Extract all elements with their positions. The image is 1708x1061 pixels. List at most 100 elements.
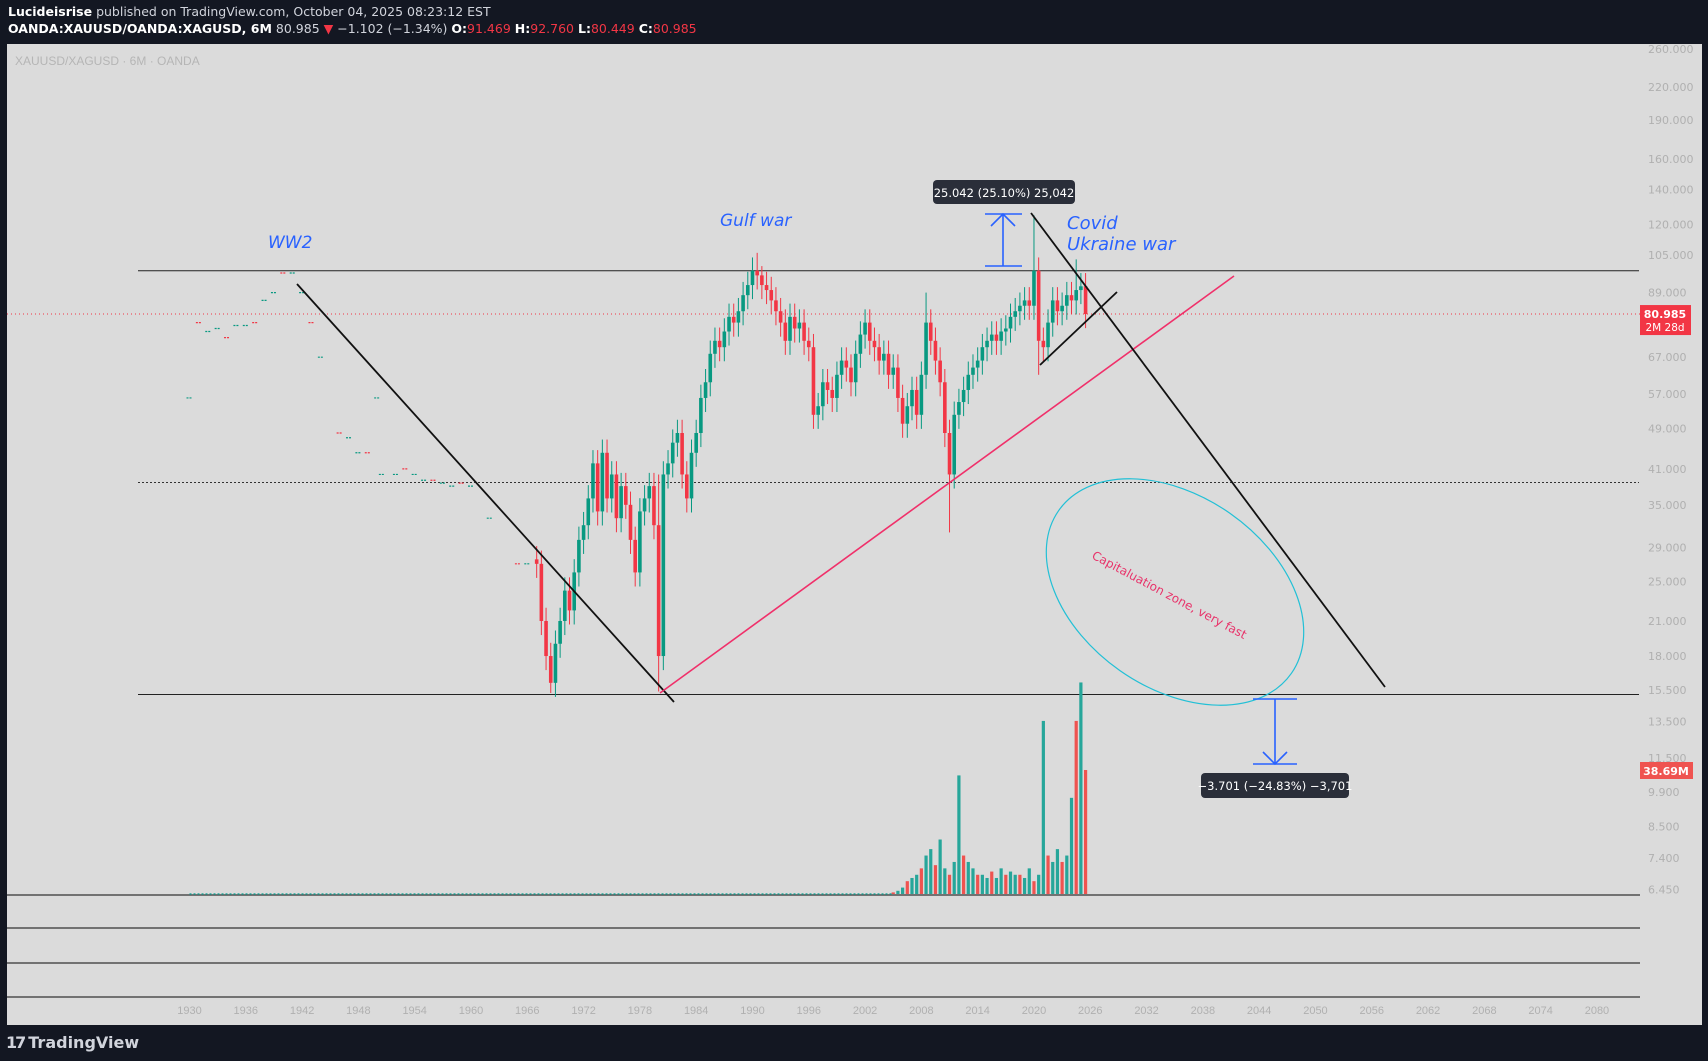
candle-body: [628, 504, 633, 540]
candle-body: [985, 340, 989, 348]
x-tick-label: 2038: [1191, 1005, 1215, 1017]
x-tick-label: 2002: [853, 1005, 877, 1017]
volume-bar: [961, 855, 966, 894]
candle-body: [825, 382, 830, 390]
candle-body: [548, 656, 553, 683]
volume-bar: [966, 861, 970, 894]
candle-body: [966, 374, 971, 390]
y-tick-label: 260.000: [1648, 43, 1694, 56]
x-tick-label: 1942: [290, 1005, 314, 1017]
candle-body: [624, 486, 628, 505]
candle-body: [741, 295, 745, 312]
candle-body: [1050, 300, 1055, 323]
candle-body: [802, 322, 806, 341]
volume-bar: [1027, 868, 1031, 894]
candle-body: [591, 463, 595, 499]
measure-up-label: 25.042 (25.10%) 25,042: [934, 186, 1075, 200]
candle-body: [778, 311, 783, 323]
candle-body: [891, 367, 896, 375]
volume-bar: [1046, 855, 1050, 894]
tradingview-logo[interactable]: 17 TradingView: [6, 1033, 139, 1052]
candle-body: [792, 316, 797, 329]
candle-body: [539, 563, 544, 621]
candle-body: [605, 452, 609, 499]
volume-bar: [905, 881, 909, 894]
candle-body: [1027, 300, 1032, 306]
candle-body: [910, 389, 914, 407]
candle-body: [750, 270, 755, 286]
x-tick-label: 2008: [909, 1005, 933, 1017]
price-axis[interactable]: [1640, 44, 1702, 1025]
candle-body: [863, 322, 867, 335]
author-name[interactable]: Lucideisrise: [8, 4, 93, 19]
candle-body: [689, 452, 694, 499]
low-value: 80.449: [590, 21, 635, 36]
y-tick-label: 9.900: [1648, 786, 1680, 799]
volume-bar: [980, 874, 984, 894]
volume-bar: [1051, 861, 1055, 894]
candle-body: [788, 316, 792, 341]
x-tick-label: 1960: [459, 1005, 483, 1017]
candle-body: [652, 486, 656, 526]
volume-bar: [1041, 720, 1045, 894]
candle-body: [1079, 286, 1083, 291]
candle-body: [633, 539, 637, 573]
candle-body: [586, 498, 591, 526]
candle-body: [1060, 305, 1064, 312]
candle-body: [1018, 305, 1022, 312]
y-tick-label: 105.000: [1648, 249, 1694, 262]
candle-body: [957, 402, 961, 415]
candle-body: [1013, 311, 1018, 317]
volume-bar: [976, 874, 980, 894]
publish-info: Lucideisrise published on TradingView.co…: [8, 4, 491, 19]
candle-body: [919, 374, 924, 415]
candle-body: [666, 463, 670, 475]
candle-body: [558, 620, 562, 644]
x-tick-label: 1972: [571, 1005, 595, 1017]
candle-body: [839, 360, 844, 375]
candle-body: [1032, 270, 1036, 306]
volume-bar: [1055, 849, 1060, 894]
tv-logo-icon: 17: [6, 1033, 26, 1052]
y-tick-label: 35.000: [1648, 499, 1687, 512]
candle-body: [924, 322, 928, 375]
volume-bar: [1018, 874, 1022, 894]
x-tick-label: 2020: [1022, 1005, 1046, 1017]
volume-bar: [999, 868, 1003, 894]
volume-bar: [915, 874, 919, 894]
candle-body: [774, 300, 778, 312]
candle-body: [694, 432, 698, 453]
trendline-ww2-down: [296, 283, 675, 703]
x-tick-label: 2056: [1360, 1005, 1384, 1017]
candle-body: [835, 374, 839, 398]
candle-body: [755, 270, 759, 276]
candle-body: [731, 316, 736, 323]
volume-bar: [910, 877, 914, 894]
x-tick-label: 2062: [1416, 1005, 1440, 1017]
candle-body: [943, 382, 947, 433]
y-tick-label: 140.000: [1648, 184, 1694, 197]
candle-body: [684, 474, 689, 499]
volume-bar: [933, 865, 938, 894]
volume-bar: [947, 874, 952, 894]
candle-body: [830, 389, 835, 398]
volume-bar: [990, 871, 994, 894]
candle-body: [806, 340, 811, 348]
brand-name: TradingView: [28, 1033, 140, 1052]
candle-body: [769, 290, 774, 301]
label-ukraine-war: Ukraine war: [1067, 234, 1177, 255]
arrow-up-icon: [990, 212, 1016, 227]
candle-body: [680, 432, 684, 475]
volume-bar: [901, 887, 905, 894]
price-change: −1.102 (−1.34%): [337, 21, 448, 36]
x-tick-label: 2032: [1134, 1005, 1158, 1017]
symbol-legend: OANDA:XAUUSD/OANDA:XAGUSD, 6M 80.985 ▼ −…: [8, 21, 697, 36]
volume-bar: [1008, 871, 1013, 894]
candle-body: [1055, 300, 1060, 312]
volume-tag-value: 38.69M: [1643, 765, 1689, 778]
x-tick-label: 1954: [402, 1005, 426, 1017]
measure-down-label: −3.701 (−24.83%) −3,701: [1198, 779, 1353, 793]
volume-bar: [919, 868, 923, 894]
volume-bar: [1083, 769, 1088, 894]
